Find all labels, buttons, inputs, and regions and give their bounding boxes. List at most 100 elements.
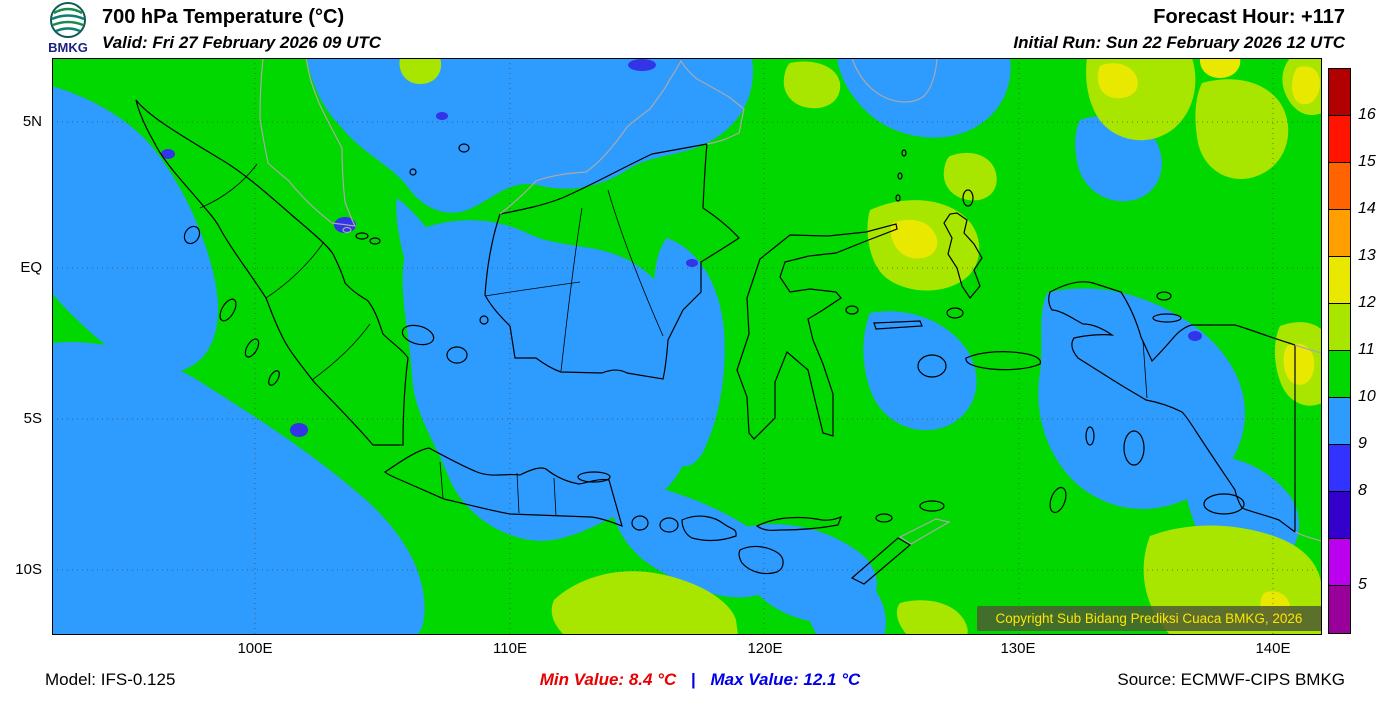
initial-run: Initial Run: Sun 22 February 2026 12 UTC xyxy=(1013,33,1345,52)
copyright-strip xyxy=(977,606,1322,631)
source-label: Source: ECMWF-CIPS BMKG xyxy=(1117,670,1345,689)
island-outline xyxy=(219,298,237,322)
java-coastline xyxy=(384,447,623,528)
temp-region xyxy=(783,61,841,109)
lat-label-5s: 5S xyxy=(23,410,42,427)
lat-label-5n: 5N xyxy=(22,113,42,130)
logo-arc-icon xyxy=(55,27,81,33)
lon-label-130e: 130E xyxy=(1000,640,1036,657)
mindanao-coastline xyxy=(851,58,938,103)
island-outline xyxy=(369,237,381,245)
island-outline xyxy=(875,513,893,523)
border-line xyxy=(311,323,371,381)
island-outline xyxy=(631,515,649,531)
malay-peninsula-coastline xyxy=(259,58,357,227)
model-label: Model: IFS-0.125 xyxy=(45,670,176,689)
border-line xyxy=(516,472,520,514)
border-line xyxy=(265,241,325,299)
sabah-sarawak-coastline xyxy=(499,59,745,215)
colorbar-segment xyxy=(1329,257,1350,304)
temp-region xyxy=(628,59,656,71)
island-outline xyxy=(446,346,468,364)
colorbar xyxy=(1328,68,1351,634)
min-value: Min Value: 8.4 °C xyxy=(539,670,677,689)
island-outline xyxy=(962,189,974,207)
island-outline xyxy=(897,172,903,180)
island-outline xyxy=(1152,313,1182,323)
island-outline xyxy=(458,143,470,153)
copyright-text: Copyright Sub Bidang Prediksi Cuaca BMKG… xyxy=(996,611,1303,626)
sulawesi-coastline xyxy=(736,223,898,440)
temp-region xyxy=(896,600,968,635)
halmahera-coastline xyxy=(943,212,983,300)
colorbar-label: 16 xyxy=(1358,106,1376,123)
colorbar-label: 15 xyxy=(1358,153,1376,170)
island-outline xyxy=(919,500,945,512)
temp-region xyxy=(1199,58,1241,78)
island-outline xyxy=(659,517,679,533)
grid-lines xyxy=(52,58,1322,635)
minmax-separator: | xyxy=(690,670,696,689)
temp-region xyxy=(1038,288,1245,509)
temp-region xyxy=(610,478,783,598)
temp-region xyxy=(890,219,938,259)
island-outline xyxy=(895,194,901,202)
colorbar-segment xyxy=(1329,398,1350,445)
colorbar-segment xyxy=(1329,69,1350,116)
island-outline xyxy=(845,305,859,315)
temp-region xyxy=(803,569,886,635)
admin-borders xyxy=(199,163,1148,517)
temp-region xyxy=(1291,66,1320,105)
lat-label-10s: 10S xyxy=(15,561,42,578)
colorbar-segment xyxy=(1329,304,1350,351)
island-outline xyxy=(183,225,201,245)
max-value: Max Value: 12.1 °C xyxy=(710,670,861,689)
sula-coastline xyxy=(873,320,923,330)
forecast-hour: Forecast Hour: +117 xyxy=(1153,6,1345,28)
colorbar-label: 12 xyxy=(1358,294,1376,311)
png-coastline xyxy=(1294,531,1322,542)
papua-coastline xyxy=(1048,281,1296,534)
page-title: 700 hPa Temperature (°C) xyxy=(102,6,345,28)
temp-region xyxy=(1283,343,1315,385)
island-outline xyxy=(268,370,280,386)
temp-region xyxy=(651,238,725,467)
island-outline xyxy=(479,315,489,325)
island-outline xyxy=(1156,291,1172,301)
temperature-map: Copyright Sub Bidang Prediksi Cuaca BMKG… xyxy=(52,58,1322,635)
colorbar-segment xyxy=(1329,210,1350,257)
timor-leste-coastline xyxy=(898,518,951,545)
temp-region xyxy=(837,58,1011,138)
island-outline xyxy=(946,307,964,319)
lon-label-120e: 120E xyxy=(747,640,783,657)
island-outline xyxy=(1123,430,1145,466)
temp-region xyxy=(52,86,218,373)
border-line xyxy=(199,163,258,209)
kalimantan-coastline xyxy=(484,143,740,380)
lon-label-110e: 110E xyxy=(493,640,527,657)
temp-region xyxy=(943,152,997,201)
small-islands xyxy=(183,143,1245,533)
seram-coastline xyxy=(965,351,1042,371)
island-outline xyxy=(577,471,611,483)
island-outline xyxy=(901,149,907,157)
temp-region xyxy=(52,342,425,635)
map-frame xyxy=(52,58,1322,635)
border-line xyxy=(484,281,581,297)
island-outline xyxy=(1049,486,1067,514)
sumba-coastline xyxy=(738,545,784,575)
temp-region xyxy=(551,571,738,635)
colorbar-segment xyxy=(1329,163,1350,210)
lon-label-100e: 100E xyxy=(237,640,273,657)
colorbar-label: 8 xyxy=(1358,482,1367,499)
colorbar-label: 13 xyxy=(1358,247,1376,264)
temp-region xyxy=(290,423,308,437)
colorbar-segment xyxy=(1329,492,1350,539)
temp-region xyxy=(1195,79,1289,180)
border-line xyxy=(560,207,583,372)
border-line xyxy=(607,189,664,337)
island-outline xyxy=(244,338,260,358)
island-outline xyxy=(1203,493,1245,515)
sumbawa-coastline xyxy=(681,515,737,542)
